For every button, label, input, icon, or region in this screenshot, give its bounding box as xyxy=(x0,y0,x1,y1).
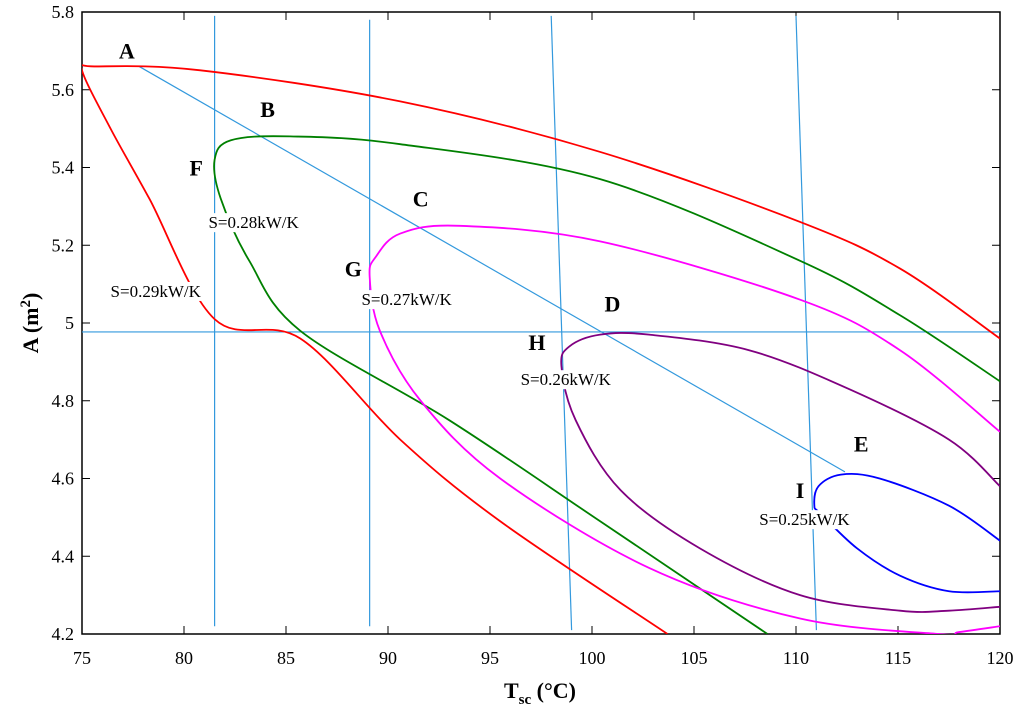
contour-label-bg xyxy=(757,510,853,530)
x-tick-label: 85 xyxy=(277,648,295,668)
y-tick-label: 5.4 xyxy=(52,158,75,178)
y-tick-label: 4.4 xyxy=(52,546,75,566)
y-tick-label: 5.8 xyxy=(52,2,75,22)
point-label: D xyxy=(604,291,620,316)
contour-line xyxy=(213,135,1000,634)
point-label: H xyxy=(528,330,545,355)
x-tick-label: 110 xyxy=(783,648,809,668)
y-tick-label: 5 xyxy=(65,313,74,333)
y-tick-label: 4.6 xyxy=(52,469,75,489)
contour-label-bg xyxy=(206,213,302,233)
y-tick-label: 5.2 xyxy=(52,235,75,255)
y-title-sup: 2 xyxy=(18,300,34,308)
x-tick-label: 100 xyxy=(579,648,606,668)
contour-line xyxy=(560,332,1000,613)
x-title-end: (°C) xyxy=(531,678,576,703)
point-label: B xyxy=(260,97,275,122)
x-title-main: T xyxy=(504,678,519,703)
point-label: E xyxy=(854,431,869,456)
guide-line xyxy=(795,15,817,631)
x-tick-label: 120 xyxy=(987,648,1014,668)
contour-label: S=0.28kW/K xyxy=(208,213,299,232)
contour-label-bg xyxy=(108,281,204,301)
x-tick-label: 80 xyxy=(175,648,193,668)
y-tick-label: 4.8 xyxy=(52,391,75,411)
x-tick-label: 90 xyxy=(379,648,397,668)
contour-label: S=0.26kW/K xyxy=(521,370,612,389)
contour-label: S=0.27kW/K xyxy=(361,290,452,309)
guide-line xyxy=(550,15,573,631)
x-tick-label: 115 xyxy=(885,648,911,668)
plot-area xyxy=(82,15,1000,634)
point-label: I xyxy=(796,478,805,503)
x-axis-title: Tsc (°C) xyxy=(504,678,576,708)
y-title-main: A (m xyxy=(18,308,43,354)
y-axis-title: A (m2) xyxy=(18,293,43,354)
contour-line xyxy=(82,64,1000,634)
point-label: A xyxy=(119,39,135,64)
point-label: C xyxy=(413,186,429,211)
point-label: G xyxy=(345,256,362,281)
y-title-end: ) xyxy=(18,293,43,300)
contour-label-bg xyxy=(518,370,614,390)
x-tick-label: 75 xyxy=(73,648,91,668)
contour-label: S=0.25kW/K xyxy=(759,510,850,529)
contour-label: S=0.29kW/K xyxy=(111,282,202,301)
y-tick-label: 5.6 xyxy=(52,80,75,100)
x-tick-label: 95 xyxy=(481,648,499,668)
y-tick-label: 4.2 xyxy=(52,624,75,644)
x-title-sub: sc xyxy=(519,692,532,708)
guide-line xyxy=(138,65,846,473)
x-tick-label: 105 xyxy=(681,648,708,668)
point-label: F xyxy=(190,155,203,180)
contour-label-bg xyxy=(359,290,455,310)
contour-line xyxy=(813,473,1000,594)
